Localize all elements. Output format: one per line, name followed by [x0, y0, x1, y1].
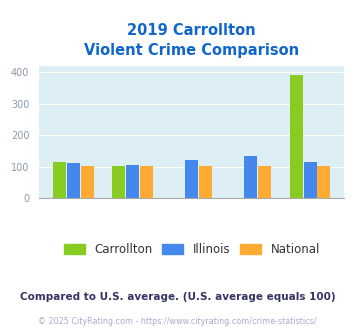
Bar	[53, 162, 66, 198]
Legend: Carrollton, Illinois, National: Carrollton, Illinois, National	[59, 238, 324, 261]
Bar	[304, 162, 317, 198]
Bar	[290, 76, 303, 198]
Bar	[67, 163, 80, 198]
Bar	[244, 156, 257, 198]
Bar	[185, 160, 198, 198]
Bar	[199, 166, 212, 198]
Bar	[126, 165, 139, 198]
Text: © 2025 CityRating.com - https://www.cityrating.com/crime-statistics/: © 2025 CityRating.com - https://www.city…	[38, 317, 317, 326]
Bar	[317, 166, 331, 198]
Bar	[140, 166, 153, 198]
Bar	[112, 166, 125, 198]
Text: Compared to U.S. average. (U.S. average equals 100): Compared to U.S. average. (U.S. average …	[20, 292, 335, 302]
Bar	[81, 166, 94, 198]
Title: 2019 Carrollton
Violent Crime Comparison: 2019 Carrollton Violent Crime Comparison	[84, 23, 299, 58]
Bar	[258, 166, 271, 198]
